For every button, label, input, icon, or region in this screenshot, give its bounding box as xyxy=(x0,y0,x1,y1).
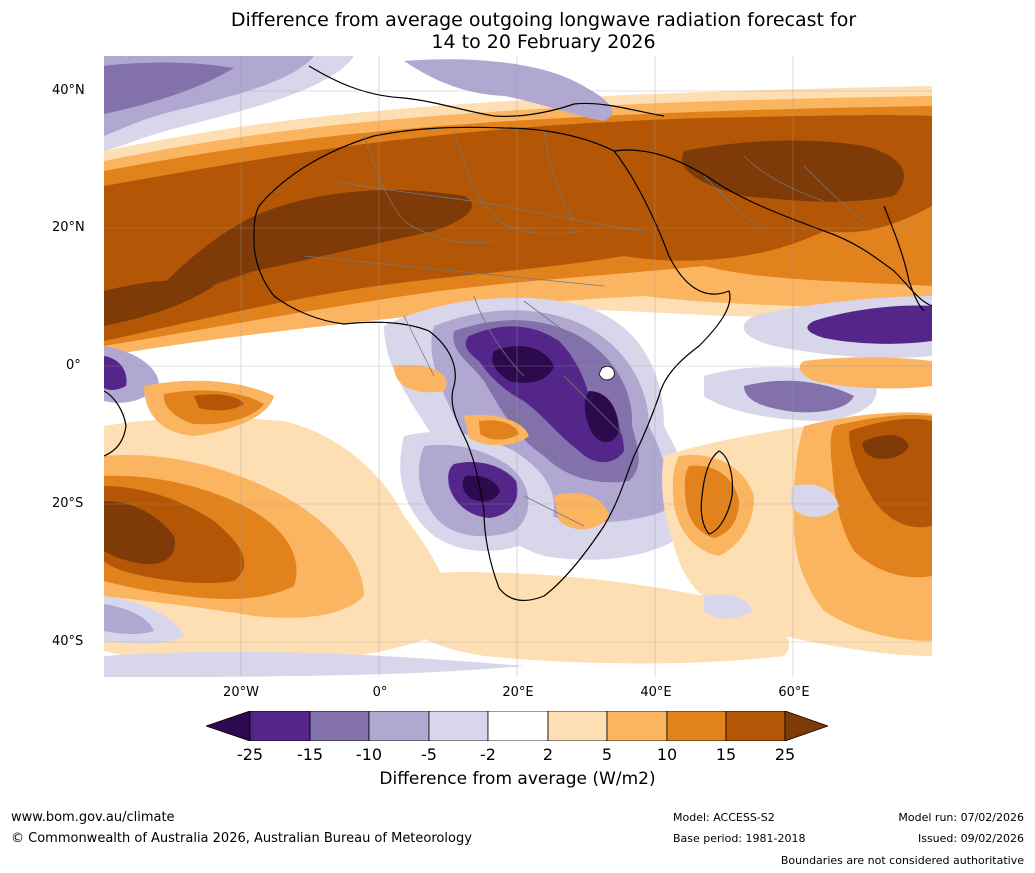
colorbar-bin-6 xyxy=(547,710,608,742)
colorbar-label-text: Difference from average (W/m2) xyxy=(379,769,656,789)
colorbar-bin-2 xyxy=(309,710,370,742)
colorbar-bin-1 xyxy=(249,710,311,742)
title-line-2: 14 to 20 February 2026 xyxy=(431,31,656,53)
footer-copyright: © Commonwealth of Australia 2026, Austra… xyxy=(11,831,472,846)
colorbar-tick: 2 xyxy=(542,745,554,764)
colorbar-arrow-high xyxy=(784,710,830,742)
indian-ocean-purple-2 xyxy=(807,305,932,344)
lon-label-0: 0° xyxy=(372,685,388,700)
nw-purple-dark xyxy=(104,62,234,114)
lat-label-20s: 20°S xyxy=(52,496,84,511)
south-ocean-purple-2 xyxy=(104,604,154,635)
south-cape-purple xyxy=(704,594,752,619)
footer-model-run: Model run: 07/02/2026 xyxy=(898,811,1024,824)
colorbar-arrow-low xyxy=(204,710,251,742)
colorbar-bin-8 xyxy=(666,710,727,742)
colorbar-tick: 10 xyxy=(656,745,678,764)
footer-model: Model: ACCESS-S2 xyxy=(673,811,775,824)
colorbar-tick: 15 xyxy=(715,745,737,764)
indian-ocean-purple-4 xyxy=(744,380,854,413)
west-equatorial-purple-dark xyxy=(104,356,127,391)
lake-victoria xyxy=(598,366,615,381)
footer-base-period: Base period: 1981-2018 xyxy=(673,832,806,845)
colorbar-tick: 5 xyxy=(601,745,613,764)
mozambique-orange xyxy=(554,492,609,530)
colorbar-bin-9 xyxy=(725,710,786,742)
south-ocean-purple-3 xyxy=(104,651,524,677)
india-coastline xyxy=(883,205,925,312)
madagascar-dark-orange xyxy=(684,465,739,538)
colorbar-tick: -15 xyxy=(296,745,324,764)
colorbar-bin-7 xyxy=(606,710,668,742)
colorbar-bin-3 xyxy=(368,710,430,742)
map-svg xyxy=(104,56,932,677)
core-westafrica-dark xyxy=(104,280,214,326)
colorbar-tick: -10 xyxy=(355,745,383,764)
lat-label-0: 0° xyxy=(66,358,81,373)
lat-label-40n: 40°N xyxy=(52,83,85,98)
tropical-atlantic-brown xyxy=(194,394,244,411)
south-ocean-light xyxy=(384,572,790,664)
title-line-1: Difference from average outgoing longwav… xyxy=(230,9,857,31)
central-africa-purple-5 xyxy=(492,346,554,383)
colorbar-tick: -5 xyxy=(421,745,437,764)
arabia-coastline xyxy=(613,149,932,307)
lon-label-20w: 20°W xyxy=(223,685,259,700)
colorbar-bin-5 xyxy=(487,710,549,742)
footer-issued: Issued: 09/02/2026 xyxy=(917,832,1024,845)
core-sahel-darkest xyxy=(144,190,473,306)
colorbar xyxy=(204,710,830,742)
gulf-orange xyxy=(394,365,447,393)
south-america-coastline xyxy=(104,390,127,457)
olr-anomaly-map xyxy=(104,56,932,677)
east-africa-purple-5 xyxy=(584,391,619,443)
south-indian-purple xyxy=(790,484,839,518)
africa-coastline xyxy=(253,126,731,602)
lon-label-20e: 20°E xyxy=(502,685,534,700)
map-title: Difference from average outgoing longwav… xyxy=(0,9,1035,53)
indian-ocean-orange xyxy=(799,357,932,389)
colorbar-tick: -25 xyxy=(236,745,264,764)
lat-label-20n: 20°N xyxy=(52,220,85,235)
lat-label-40s: 40°S xyxy=(52,634,84,649)
lon-label-60e: 60°E xyxy=(778,685,810,700)
lon-label-40e: 40°E xyxy=(640,685,672,700)
colorbar-bin-4 xyxy=(428,710,489,742)
sw-atlantic-darkest xyxy=(104,501,175,565)
angola-dark-orange xyxy=(479,420,519,440)
colorbar-label: Difference from average (W/m2) xyxy=(0,769,1035,789)
colorbar-tick: 25 xyxy=(774,745,796,764)
med-white xyxy=(623,59,824,90)
europe-coastline xyxy=(308,65,665,117)
med-purple xyxy=(404,59,613,121)
footer-disclaimer: Boundaries are not considered authoritat… xyxy=(780,854,1024,867)
se-indian-darkest xyxy=(862,434,909,459)
gridlines xyxy=(104,56,932,677)
madagascar-coastline xyxy=(700,450,734,535)
colorbar-tick: -2 xyxy=(480,745,496,764)
southern-africa-purple-4 xyxy=(462,475,500,502)
footer-url[interactable]: www.bom.gov.au/climate xyxy=(11,810,175,825)
colorbar-svg xyxy=(204,710,830,742)
